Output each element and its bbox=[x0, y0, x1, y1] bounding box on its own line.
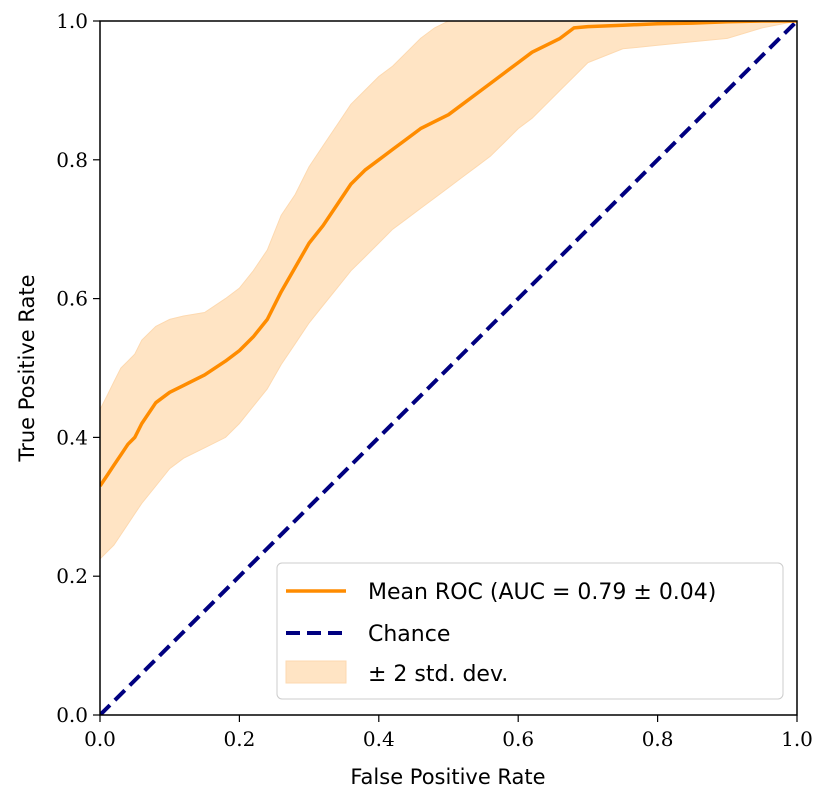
x-tick-label: 0.4 bbox=[363, 727, 395, 751]
y-tick-label: 0.0 bbox=[56, 703, 88, 727]
legend-std-dev-swatch bbox=[285, 660, 347, 684]
y-tick-label: 0.2 bbox=[56, 564, 88, 588]
x-axis-ticks: 0.0 0.2 0.4 0.6 0.8 1.0 bbox=[84, 715, 813, 751]
mean-roc-line bbox=[100, 21, 797, 487]
x-axis-label: False Positive Rate bbox=[350, 765, 545, 789]
chance-line bbox=[100, 21, 797, 715]
y-axis-ticks: 0.0 0.2 0.4 0.6 0.8 1.0 bbox=[56, 9, 100, 727]
x-tick-label: 1.0 bbox=[781, 727, 813, 751]
legend: Mean ROC (AUC = 0.79 ± 0.04) Chance ± 2 … bbox=[276, 562, 784, 700]
y-tick-label: 1.0 bbox=[56, 9, 88, 33]
x-tick-label: 0.0 bbox=[84, 727, 116, 751]
legend-chance-label: Chance bbox=[368, 622, 450, 647]
std-dev-band bbox=[100, 21, 797, 560]
y-tick-label: 0.8 bbox=[56, 148, 88, 172]
x-tick-label: 0.8 bbox=[642, 727, 674, 751]
x-tick-label: 0.6 bbox=[502, 727, 534, 751]
x-tick-label: 0.2 bbox=[223, 727, 255, 751]
legend-std-dev-label: ± 2 std. dev. bbox=[368, 662, 508, 687]
plot-frame bbox=[99, 20, 798, 716]
legend-box bbox=[276, 562, 784, 700]
y-axis-label: True Positive Rate bbox=[15, 274, 39, 462]
y-tick-label: 0.4 bbox=[56, 425, 88, 449]
y-tick-label: 0.6 bbox=[56, 287, 88, 311]
legend-mean-roc-label: Mean ROC (AUC = 0.79 ± 0.04) bbox=[368, 580, 716, 605]
